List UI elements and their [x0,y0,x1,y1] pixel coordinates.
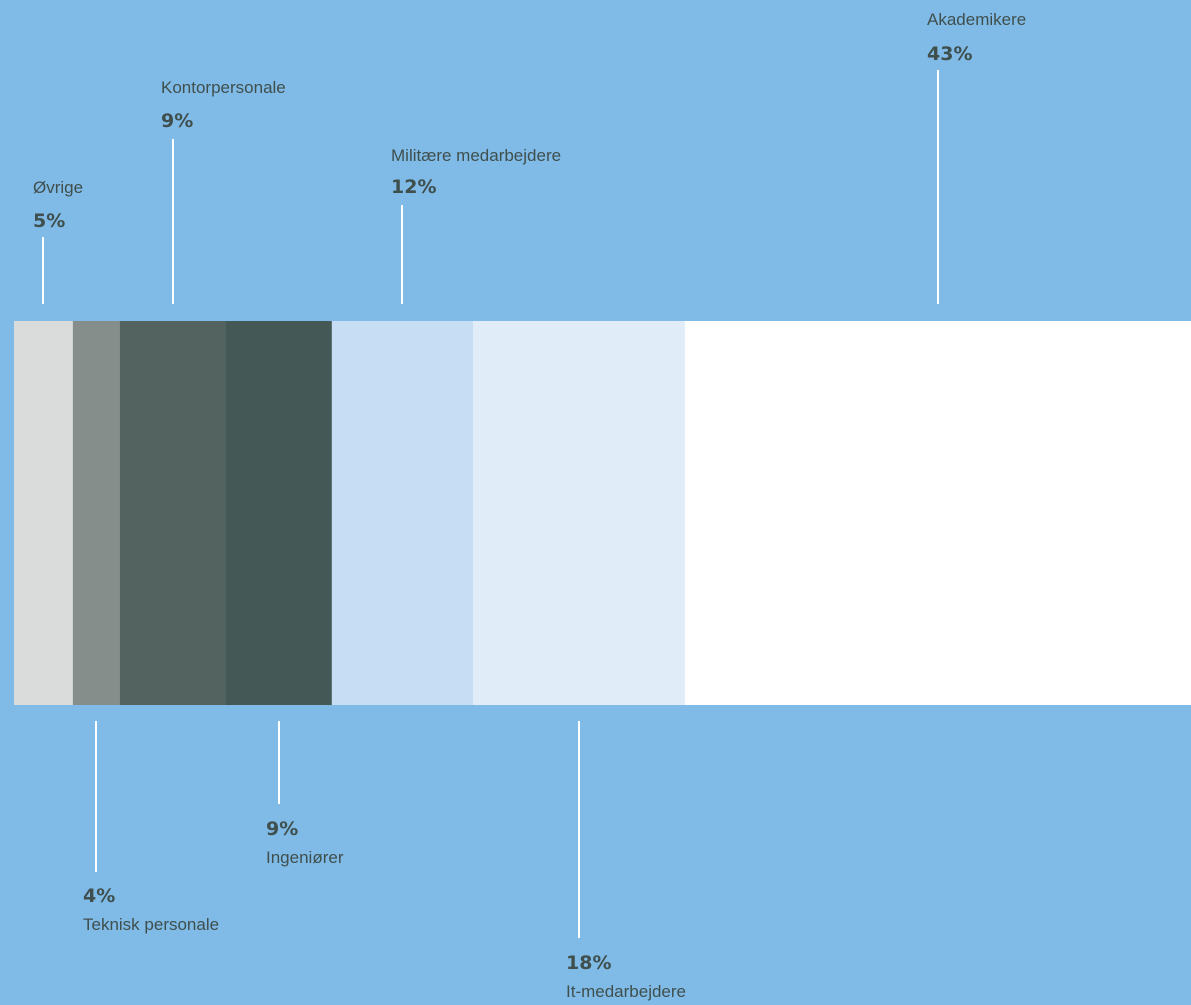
segment-value-ingenioerer: 9% [266,818,298,840]
segment-label-akademikere: Akademikere [927,10,1026,29]
segment-label-kontorpersonale: Kontorpersonale [161,78,286,97]
bar-segment-teknisk-personale [72,321,121,705]
label-group: Øvrige 5% Teknisk personale 4% Kontorpersona… [33,10,1026,1001]
segment-value-akademikere: 43% [927,43,972,65]
segment-label-oevrige: Øvrige [33,178,83,197]
segment-label-teknisk-personale: Teknisk personale [83,915,219,934]
segment-value-teknisk-personale: 4% [83,885,115,907]
bar-segment-akademikere [684,321,1191,705]
bar-segment-it-medarbejdere [473,321,686,705]
bar-segment-oevrige [14,321,74,705]
segment-label-ingenioerer: Ingeniører [266,848,344,867]
segment-value-it-medarbejdere: 18% [566,952,611,974]
bar-segment-kontorpersonale [119,321,227,705]
segment-value-militaere-medarbejdere: 12% [391,176,436,198]
segment-value-oevrige: 5% [33,210,65,232]
bar-group [14,321,1191,705]
segment-label-militaere-medarbejdere: Militære medarbejdere [391,146,561,165]
segment-value-kontorpersonale: 9% [161,110,193,132]
leader-lines [42,70,939,938]
bar-segment-ingenioerer [225,321,333,705]
segment-label-it-medarbejdere: It-medarbejdere [566,982,686,1001]
bar-segment-militaere-medarbejdere [331,321,474,705]
